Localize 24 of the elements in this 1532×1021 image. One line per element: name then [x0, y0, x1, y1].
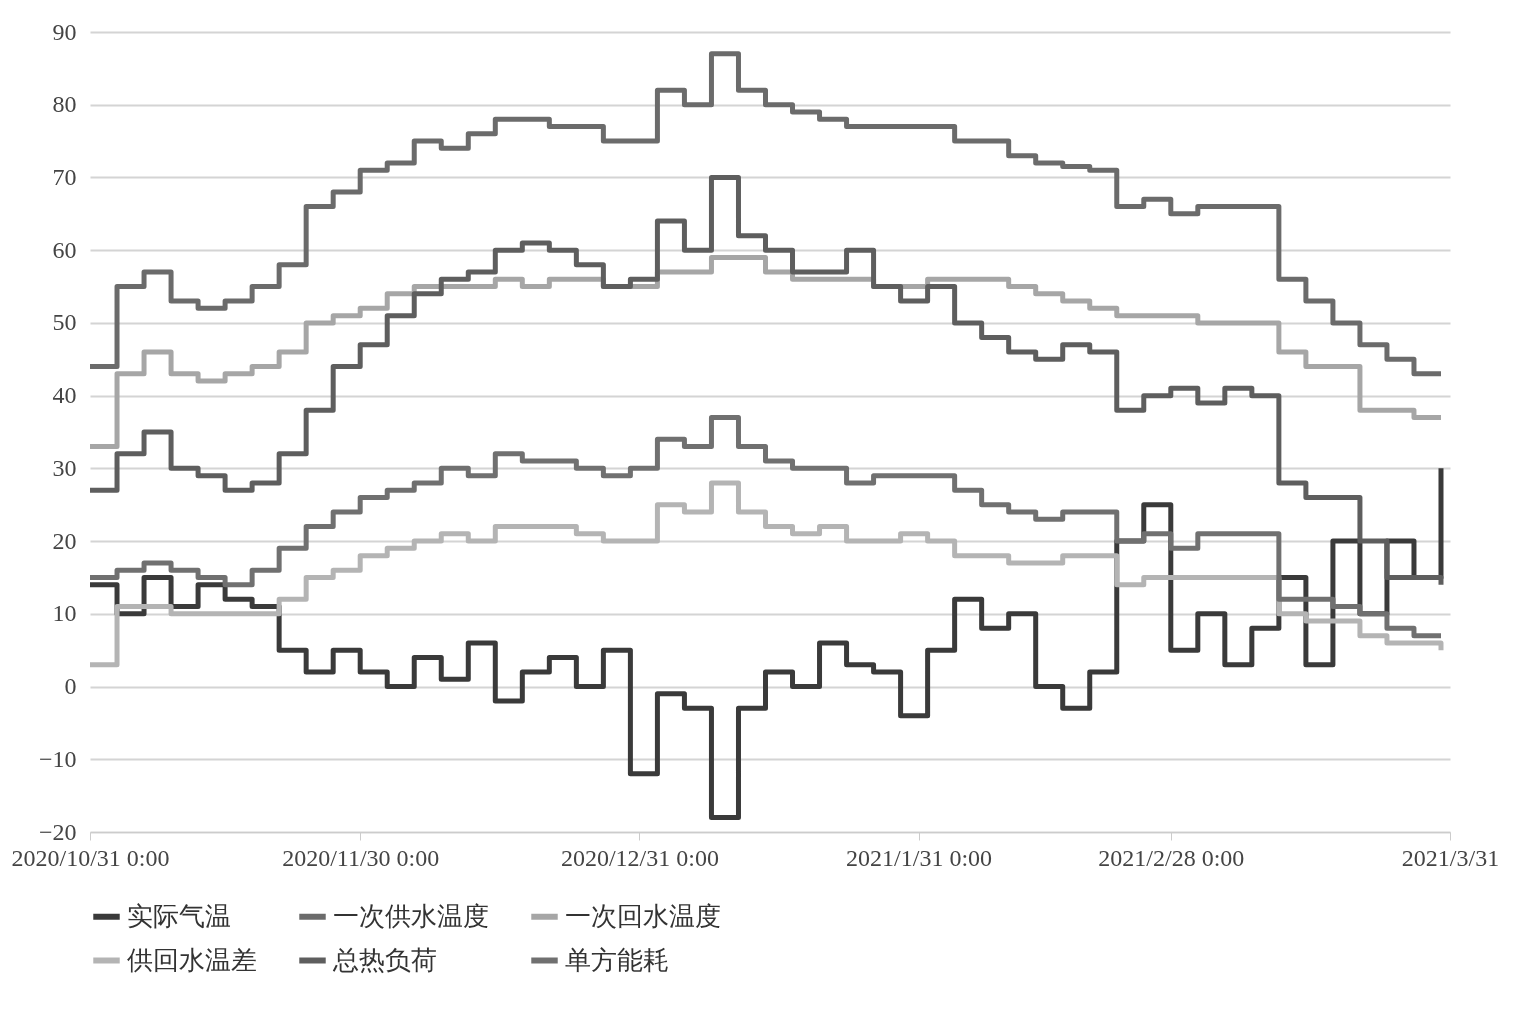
y-tick-label: 50 [52, 309, 77, 336]
legend-label: 供回水温差 [127, 945, 257, 975]
y-tick-label: 30 [52, 454, 77, 481]
y-tick-label: 90 [52, 18, 77, 45]
y-tick-label: 80 [52, 91, 77, 118]
x-tick-label: 2020/12/31 0:00 [560, 844, 719, 871]
x-tick-label: 2021/1/31 0:00 [846, 844, 993, 871]
y-tick-label: −20 [38, 818, 77, 845]
y-tick-label: 0 [64, 673, 77, 700]
y-tick-label: 60 [52, 236, 77, 263]
x-tick-label: 2020/10/31 0:00 [11, 844, 170, 871]
x-tick-label: 2021/3/31 [1401, 844, 1500, 871]
y-tick-label: 20 [52, 527, 77, 554]
y-tick-label: −10 [38, 745, 77, 772]
legend-label: 单方能耗 [565, 945, 669, 975]
legend-label: 一次回水温度 [565, 901, 721, 931]
y-tick-label: 10 [52, 600, 77, 627]
y-tick-label: 40 [52, 382, 77, 409]
x-tick-label: 2021/2/28 0:00 [1098, 844, 1245, 871]
x-tick-label: 2020/11/30 0:00 [282, 844, 440, 871]
y-tick-label: 70 [52, 163, 77, 190]
legend-label: 总热负荷 [332, 945, 437, 975]
legend-label: 一次供水温度 [333, 901, 489, 931]
legend-label: 实际气温 [127, 901, 231, 931]
